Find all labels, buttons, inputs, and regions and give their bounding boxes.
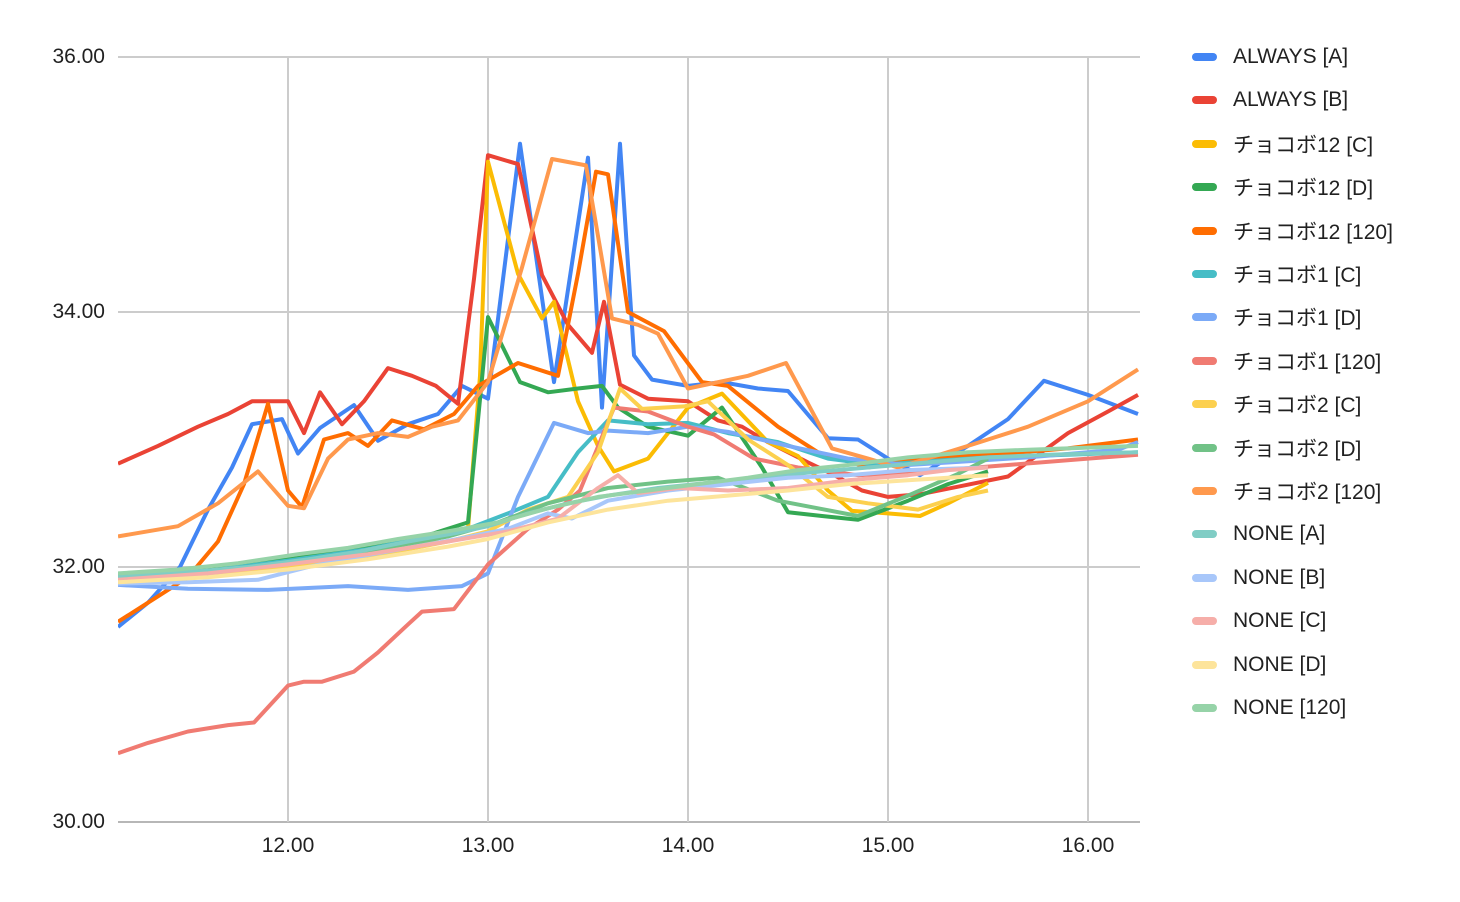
legend-item[interactable]: チョコボ1 [120] (1192, 346, 1381, 376)
y-axis-tick-label: 36.00 (52, 45, 105, 68)
legend-label: チョコボ2 [120] (1233, 481, 1382, 504)
x-axis-tick-label: 12.00 (261, 834, 315, 857)
legend-swatch-icon (1192, 356, 1217, 365)
legend-label: チョコボ2 [D] (1233, 437, 1362, 461)
legend-swatch-icon (1192, 139, 1217, 148)
y-axis-tick-label: 30.00 (52, 810, 105, 833)
legend-swatch-icon (1192, 226, 1217, 235)
series-line-チョコボ12 [D][interactable] (118, 315, 989, 580)
legend-item[interactable]: NONE [B] (1192, 563, 1325, 593)
legend-label: チョコボ12 [120] (1233, 220, 1393, 244)
x-axis-tick-label: 13.00 (461, 834, 515, 857)
legend-item[interactable]: NONE [A] (1192, 519, 1325, 549)
legend-label: NONE [120] (1233, 696, 1347, 719)
y-axis-tick-label: 32.00 (52, 555, 105, 578)
x-axis-tick-label: 16.00 (1061, 834, 1115, 857)
legend-item[interactable]: NONE [C] (1192, 606, 1326, 636)
legend-item[interactable]: チョコボ1 [D] (1192, 302, 1361, 332)
legend-swatch-icon (1192, 53, 1217, 61)
legend-item[interactable]: チョコボ12 [D] (1192, 172, 1373, 202)
legend-swatch-icon (1192, 96, 1217, 105)
series-line-NONE [C][interactable] (118, 465, 989, 582)
legend-item[interactable]: チョコボ12 [120] (1192, 216, 1393, 246)
legend-label: NONE [B] (1233, 565, 1326, 589)
series-line-NONE [120][interactable] (118, 443, 1139, 576)
legend-item[interactable]: NONE [D] (1192, 650, 1326, 680)
legend-item[interactable]: チョコボ1 [C] (1192, 259, 1361, 289)
legend-item[interactable]: チョコボ12 [C] (1192, 129, 1373, 159)
legend-swatch-icon (1192, 704, 1217, 712)
series-line-ALWAYS [B][interactable] (118, 153, 1139, 499)
series-line-NONE [D][interactable] (118, 473, 989, 585)
y-axis-tick-label: 34.00 (52, 300, 105, 323)
legend-swatch-icon (1192, 573, 1217, 582)
legend-label: ALWAYS [A] (1233, 45, 1349, 68)
series-line-ALWAYS [A][interactable] (118, 141, 1139, 629)
legend-label: チョコボ12 [C] (1233, 133, 1374, 157)
legend-item[interactable]: チョコボ2 [C] (1192, 389, 1361, 419)
legend-label: NONE [D] (1233, 652, 1327, 676)
legend-swatch-icon (1192, 660, 1217, 669)
legend-label: NONE [C] (1233, 609, 1327, 633)
legend-label: チョコボ1 [C] (1233, 264, 1362, 287)
legend-swatch-icon (1192, 183, 1217, 192)
legend-item[interactable]: ALWAYS [B] (1192, 85, 1348, 115)
legend-swatch-icon (1192, 443, 1217, 452)
x-axis-tick-label: 15.00 (861, 834, 915, 857)
legend-swatch-icon (1192, 270, 1217, 278)
legend-swatch-icon (1192, 617, 1217, 626)
legend-swatch-icon (1192, 530, 1217, 539)
legend-label: チョコボ12 [D] (1233, 177, 1374, 201)
legend-item[interactable]: ALWAYS [A] (1192, 42, 1348, 72)
legend-item[interactable]: チョコボ2 [D] (1192, 433, 1361, 463)
series-line-チョコボ1 [D][interactable] (118, 420, 1139, 592)
legend-item[interactable]: チョコボ2 [120] (1192, 476, 1381, 506)
legend-label: チョコボ2 [C] (1233, 394, 1362, 418)
legend-item[interactable]: NONE [120] (1192, 693, 1346, 723)
legend-swatch-icon (1192, 487, 1217, 495)
legend-label: NONE [A] (1233, 522, 1326, 546)
legend-swatch-icon (1192, 313, 1217, 322)
legend-label: ALWAYS [B] (1233, 88, 1349, 112)
legend-label: チョコボ1 [120] (1233, 350, 1382, 374)
legend-swatch-icon (1192, 400, 1217, 409)
legend-label: チョコボ1 [D] (1233, 307, 1362, 331)
x-axis-tick-label: 14.00 (661, 834, 715, 857)
